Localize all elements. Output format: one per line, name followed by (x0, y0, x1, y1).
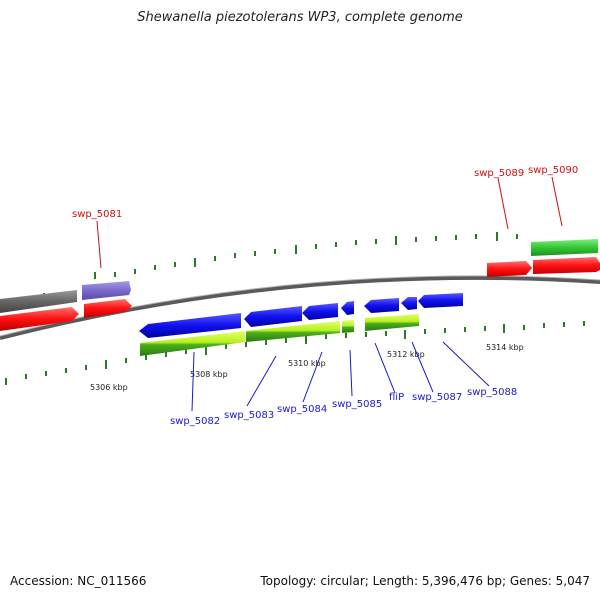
gray-feature (0, 290, 77, 313)
gene-label-swp-5090: swp_5090 (528, 165, 578, 176)
red-cds-swp-5089 (487, 261, 532, 277)
yellow-green-feature-1 (140, 331, 245, 356)
scale-labels: 5306 kbp 5308 kbp 5310 kbp 5312 kbp 5314… (90, 343, 524, 392)
blue-cds-swp-5088 (418, 293, 463, 308)
green-feature-swp-5090 (531, 239, 598, 256)
red-cds-left-2 (84, 299, 132, 318)
top-leader-lines (96, 176, 563, 269)
top-gene-labels: swp_5081 swp_5089 swp_5090 (72, 165, 578, 220)
purple-feature-swp-5081 (82, 281, 131, 300)
gene-label-swp-5084: swp_5084 (277, 404, 327, 415)
inner-tick-row (5, 321, 585, 385)
scale-label: 5314 kbp (486, 343, 524, 352)
gene-label-swp-5087: swp_5087 (412, 392, 462, 403)
yellow-green-feature-3 (342, 320, 354, 333)
genome-backbone (0, 275, 600, 340)
red-cds-swp-5090 (533, 257, 600, 274)
map-title: Shewanella piezotolerans WP3, complete g… (137, 10, 463, 25)
blue-cds-flip (364, 298, 399, 313)
bottom-leader-lines (191, 341, 490, 412)
scale-label: 5306 kbp (90, 383, 128, 392)
yellow-green-feature-4 (365, 314, 419, 331)
gene-label-swp-5088: swp_5088 (467, 387, 517, 398)
blue-cds-swp-5082 (139, 313, 241, 338)
scale-label: 5310 kbp (288, 359, 326, 368)
yellow-green-feature-2 (246, 321, 340, 342)
gene-label-swp-5082: swp_5082 (170, 416, 220, 427)
accession-label: Accession: NC_011566 (10, 574, 147, 588)
gene-label-swp-5089: swp_5089 (474, 168, 524, 179)
scale-label: 5312 kbp (387, 350, 425, 359)
gene-label-swp-5081: swp_5081 (72, 209, 122, 220)
bottom-gene-labels: swp_5082 swp_5083 swp_5084 swp_5085 fliP… (170, 387, 517, 427)
blue-cds-swp-5085 (341, 301, 354, 315)
blue-cds-swp-5087 (401, 297, 417, 310)
gene-label-flip: fliP (389, 392, 404, 403)
gene-label-swp-5083: swp_5083 (224, 410, 274, 421)
scale-label: 5308 kbp (190, 370, 228, 379)
genome-summary: Topology: circular; Length: 5,396,476 bp… (260, 574, 590, 588)
blue-cds-swp-5083 (244, 306, 302, 327)
gene-label-swp-5085: swp_5085 (332, 399, 382, 410)
blue-cds-swp-5084 (302, 303, 338, 320)
red-cds-left-1 (0, 307, 79, 331)
